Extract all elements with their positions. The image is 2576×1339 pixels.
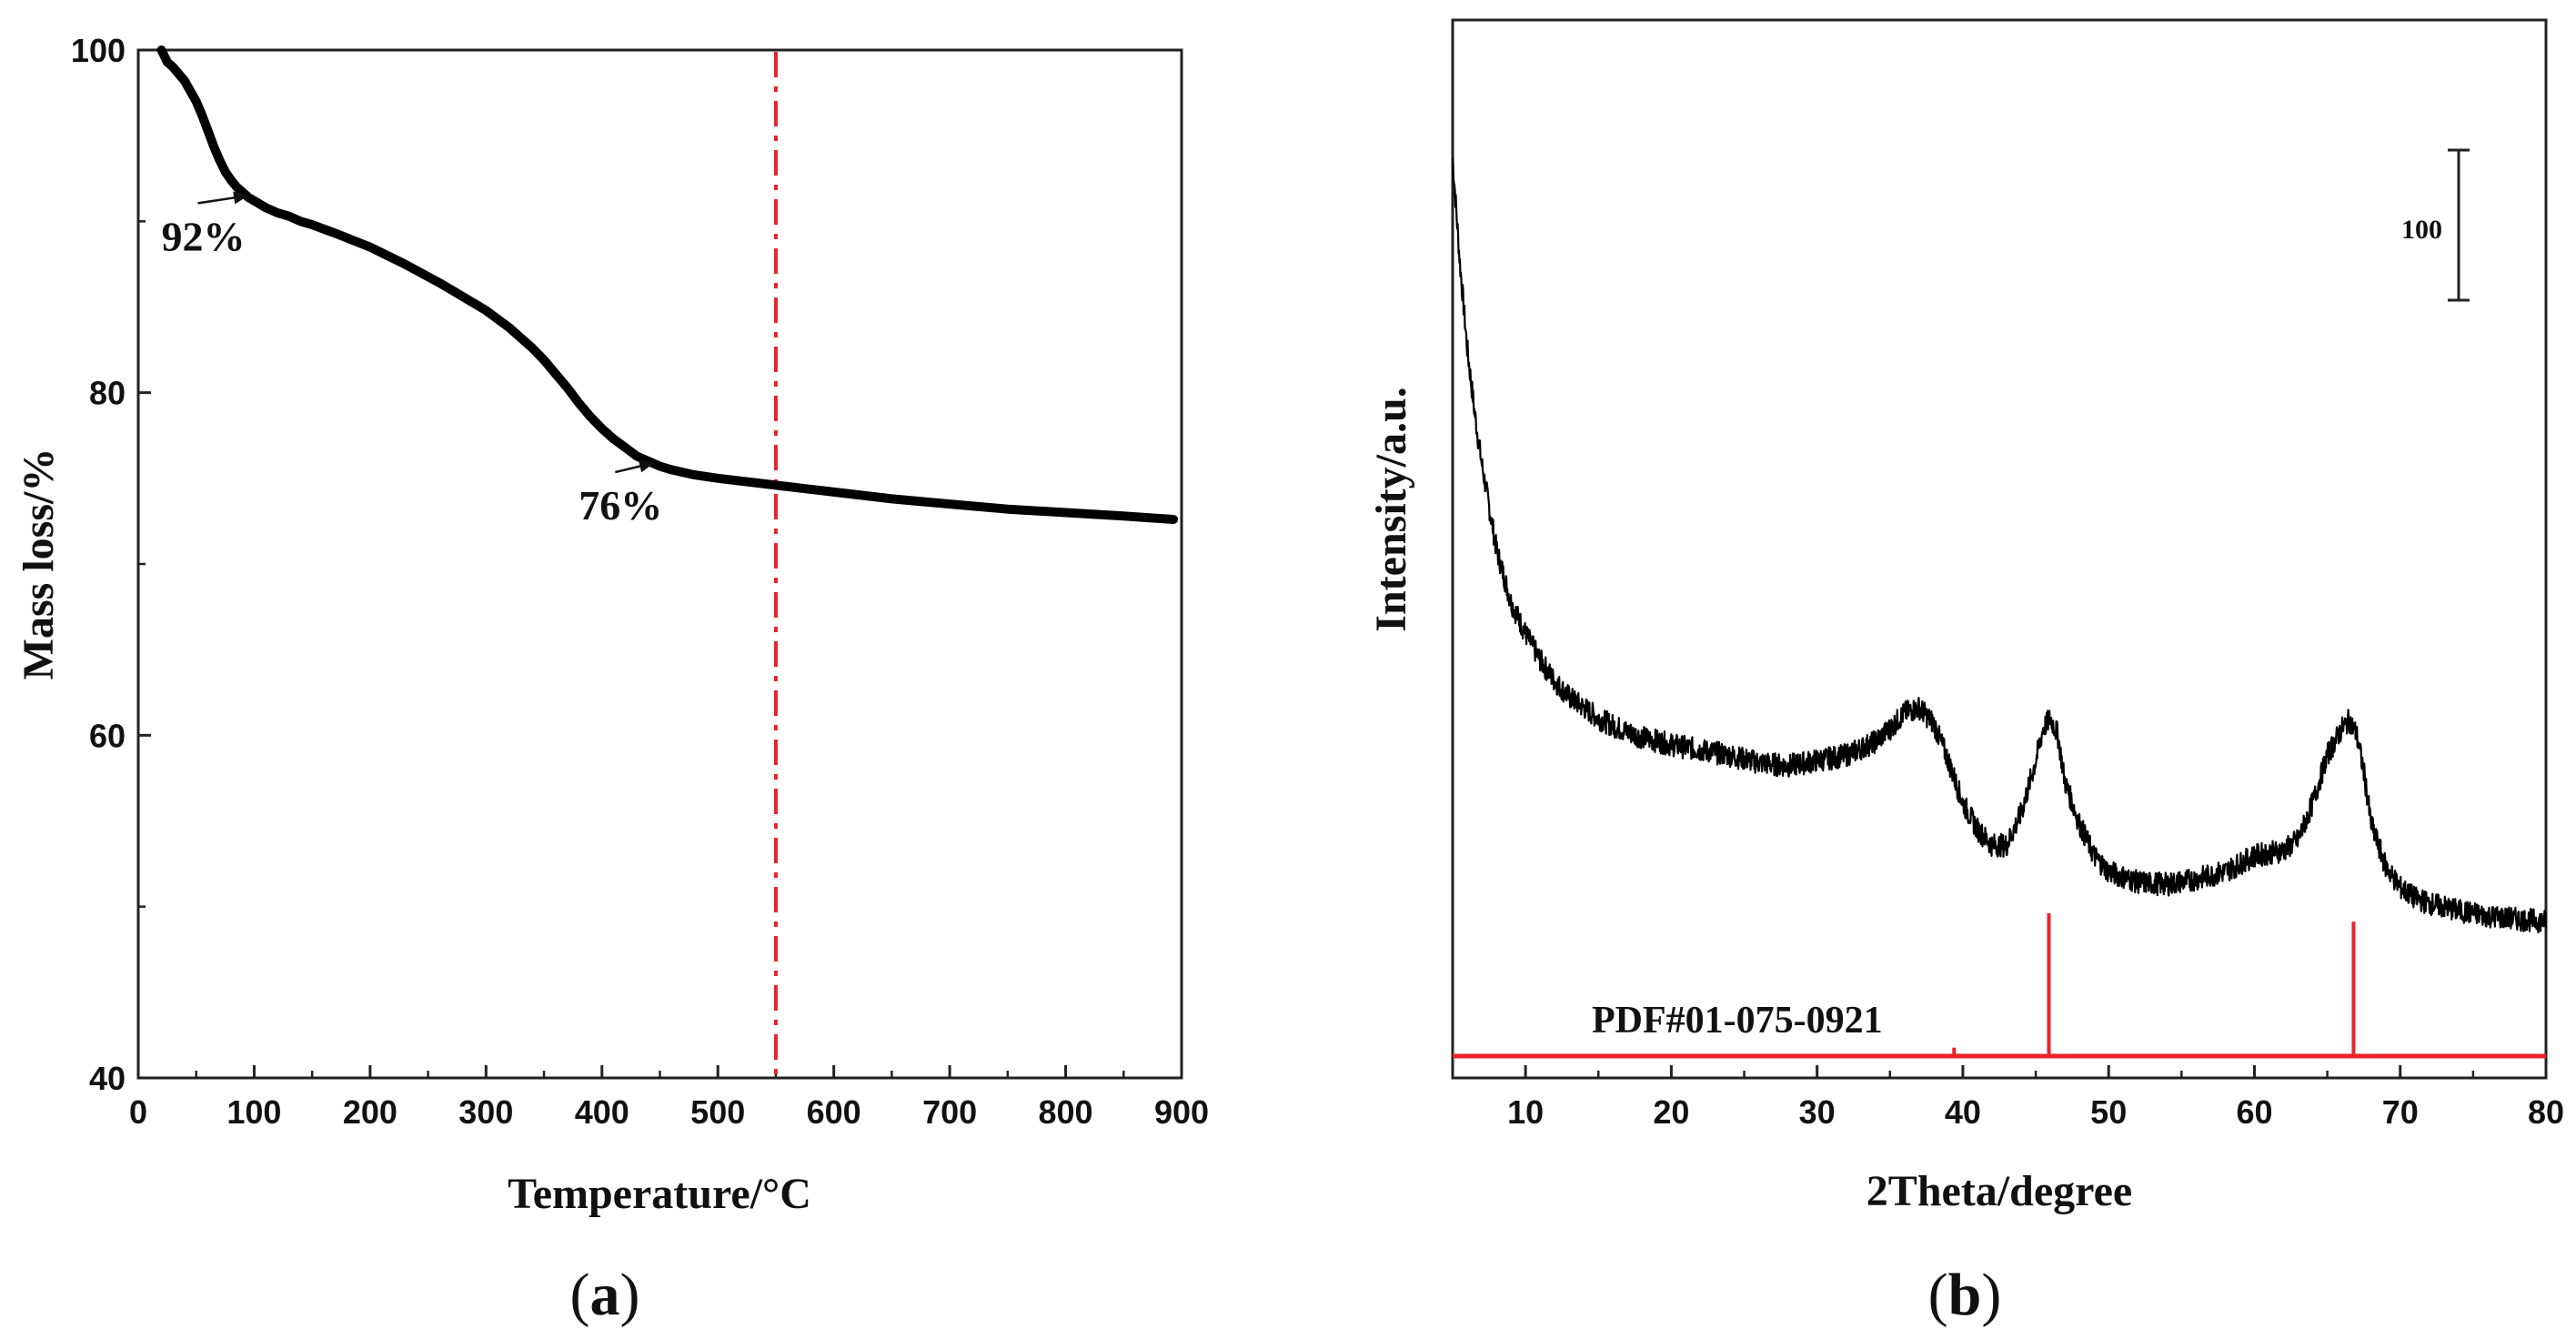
- panel-b-x-tick-label: 30: [1799, 1093, 1836, 1131]
- panel-a-tg-curve: [156, 45, 1179, 524]
- panel-a-annotations: 92% 76%: [161, 191, 662, 529]
- panel-b-x-ticks: 10 20 30 40 50 60 70 80: [1507, 1065, 2564, 1131]
- panel-a-x-tick-label: 100: [226, 1093, 281, 1131]
- panel-a-y-tick-label: 100: [71, 32, 126, 69]
- panel-b-reference-peaks: [1952, 912, 2356, 1056]
- scale-bar-label: 100: [2401, 215, 2442, 245]
- panel-b-label-letter: b: [1948, 1262, 1982, 1328]
- panel-a-annotation-label: 76%: [579, 482, 662, 529]
- panel-b-x-tick-label: 40: [1945, 1093, 1981, 1131]
- panel-a-annotation-label: 92%: [161, 213, 245, 259]
- panel-a-x-ticks: 0 100 200 300 400 500 600 700 800 900: [129, 1065, 1209, 1131]
- panel-a-x-tick-label: 600: [807, 1093, 861, 1131]
- panel-b-x-tick-label: 70: [2382, 1093, 2419, 1131]
- panel-b-y-axis-title: Intensity/a.u.: [1367, 387, 1415, 631]
- panel-a-x-tick-label: 700: [922, 1093, 977, 1131]
- panel-a-x-tick-label: 300: [458, 1093, 513, 1131]
- panel-b-xrd-chart: 10 20 30 40 50 60 70 80 PDF#01-075-0921 100 2Th…: [1367, 18, 2564, 1328]
- panel-a-y-tick-label: 80: [89, 375, 126, 412]
- panel-a-x-tick-label: 800: [1039, 1093, 1093, 1131]
- panel-a-y-ticks: 40 60 80 100: [71, 32, 151, 1097]
- panel-a-annotation-arrowhead: [233, 191, 249, 205]
- panel-b-x-tick-label: 80: [2528, 1093, 2564, 1131]
- panel-a-x-axis-title: Temperature/°C: [508, 1170, 811, 1218]
- panel-b-xrd-pattern: [1451, 157, 2548, 933]
- panel-a-y-tick-label: 60: [89, 717, 126, 754]
- panel-b-x-tick-label: 60: [2236, 1093, 2272, 1131]
- panel-a-x-tick-label: 500: [690, 1093, 745, 1131]
- panel-b-x-axis-title: 2Theta/degree: [1867, 1167, 2132, 1215]
- panel-a-x-tick-label: 0: [129, 1093, 147, 1131]
- panel-a-annotation-arrowhead: [638, 459, 655, 473]
- panel-a-label: (a): [570, 1262, 640, 1328]
- panel-a-x-tick-label: 900: [1154, 1093, 1209, 1131]
- panel-b-reference-label: PDF#01-075-0921: [1592, 1000, 1883, 1042]
- panel-a-y-tick-label: 40: [89, 1060, 126, 1097]
- panel-b-x-tick-label: 50: [2090, 1093, 2127, 1131]
- panel-a-label-letter: a: [590, 1262, 620, 1328]
- panel-b-scale-bar: 100: [2401, 148, 2470, 302]
- panel-b-label: (b): [1928, 1262, 2002, 1328]
- panel-b-x-tick-label: 20: [1653, 1093, 1689, 1131]
- panel-a-tga-chart: 0 100 200 300 400 500 600 700 800 900 40 60 80 100 9…: [15, 32, 1209, 1328]
- panel-a-x-tick-label: 400: [575, 1093, 629, 1131]
- panel-b-x-tick-label: 10: [1507, 1093, 1544, 1131]
- panel-b-plot-frame: [1451, 18, 2548, 1080]
- panel-a-x-tick-label: 200: [343, 1093, 397, 1131]
- panel-a-y-axis-title: Mass loss/%: [15, 448, 63, 680]
